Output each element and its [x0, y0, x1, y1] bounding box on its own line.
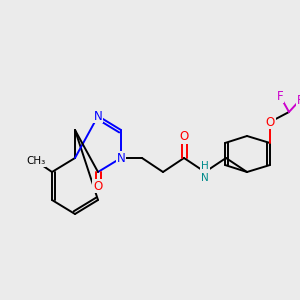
Text: F: F [297, 94, 300, 106]
Text: O: O [266, 116, 274, 128]
Text: N: N [117, 152, 125, 164]
Text: N: N [94, 110, 102, 122]
Text: O: O [179, 130, 189, 143]
Text: F: F [277, 89, 283, 103]
Text: CH₃: CH₃ [26, 156, 46, 166]
Text: H
N: H N [201, 161, 209, 183]
Text: O: O [93, 179, 103, 193]
